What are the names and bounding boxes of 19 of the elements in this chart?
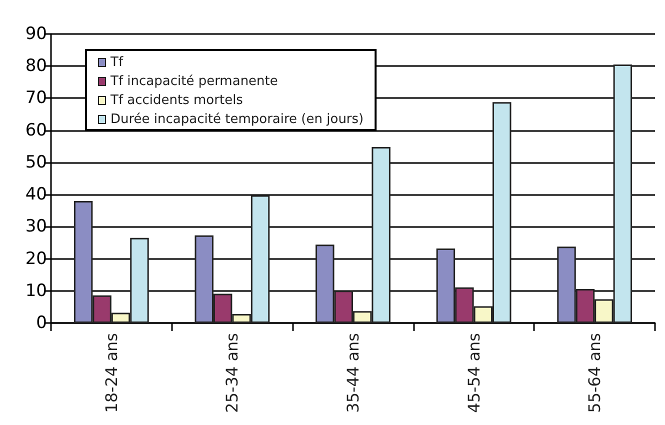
x-tick-label: 18-24 ans (102, 333, 121, 413)
legend-label: Tf (110, 55, 124, 70)
y-tick-label: 10 (25, 280, 47, 301)
y-tick-label: 50 (25, 152, 47, 172)
y-tick-label: 0 (36, 313, 47, 333)
y-tick-label: 30 (25, 216, 47, 237)
legend-label: Tf incapacité permanente (110, 74, 278, 89)
y-tick-label: 70 (25, 88, 47, 108)
x-tick-label: 35-44 ans (344, 333, 362, 413)
y-tick-label: 80 (25, 56, 47, 76)
x-tick-label: 55-64 ans (585, 333, 604, 413)
x-tick-label: 25-34 ans (222, 333, 242, 413)
y-tick-label: 60 (25, 120, 47, 140)
y-tick-label: 90 (25, 24, 47, 44)
y-tick-label: 20 (25, 248, 47, 269)
y-tick-label: 40 (25, 184, 47, 205)
legend-label: Tf accidents mortels (110, 93, 244, 108)
legend-label: Durée incapacité temporaire (en jours) (110, 112, 364, 127)
x-tick-label: 45-54 ans (464, 333, 484, 413)
